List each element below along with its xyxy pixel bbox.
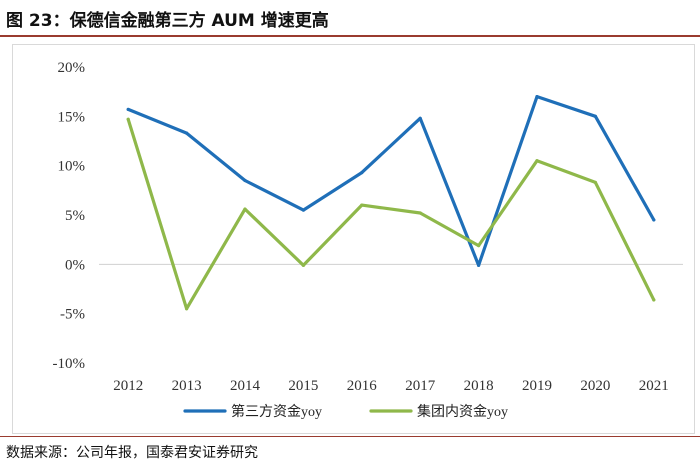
- x-tick-label: 2013: [172, 378, 202, 394]
- data-point-series-2: [126, 117, 130, 121]
- data-point-series-2: [477, 243, 481, 248]
- data-point-series-1: [477, 263, 481, 267]
- data-point-series-2: [301, 263, 305, 267]
- title-divider: [0, 35, 700, 37]
- y-tick-label: 0%: [65, 257, 85, 273]
- chart-frame: 20% 15% 10% 5% 0% -5% -10% 2012 2013 2014 2015 2016…: [12, 44, 695, 434]
- y-tick-label: 15%: [58, 109, 86, 125]
- data-point-series-1: [418, 116, 422, 120]
- legend-label-series-2: 集团内资金yoy: [417, 403, 508, 420]
- x-tick-label: 2016: [347, 378, 378, 394]
- y-tick-label: -5%: [60, 307, 85, 323]
- data-point-series-2: [185, 307, 189, 311]
- x-tick-label: 2019: [522, 378, 552, 394]
- line-chart: 20% 15% 10% 5% 0% -5% -10% 2012 2013 2014 2015 2016…: [53, 60, 683, 420]
- x-tick-label: 2018: [464, 378, 494, 394]
- x-tick-label: 2020: [580, 378, 610, 394]
- data-point-series-1: [593, 114, 598, 118]
- data-point-series-2: [652, 298, 656, 302]
- series-line-1: [126, 94, 656, 267]
- x-tick-label: 2017: [405, 378, 436, 394]
- series-line-2: [126, 117, 656, 311]
- data-point-series-1: [126, 107, 130, 112]
- source-divider: [0, 436, 700, 437]
- y-tick-label: -10%: [53, 356, 86, 372]
- legend-label-series-1: 第三方资金yoy: [231, 403, 322, 420]
- data-point-series-1: [301, 208, 305, 212]
- data-point-series-2: [243, 207, 247, 211]
- y-tick-label: 20%: [58, 60, 86, 76]
- source-note: 数据来源：公司年报，国泰君安证券研究: [6, 445, 258, 461]
- y-tick-label: 5%: [65, 208, 85, 224]
- data-point-series-1: [185, 131, 189, 135]
- figure-title: 图 23：保德信金融第三方 AUM 增速更高: [6, 11, 329, 31]
- data-point-series-2: [360, 203, 364, 207]
- x-tick-label: 2014: [230, 378, 261, 394]
- data-point-series-2: [535, 159, 539, 163]
- data-point-series-1: [243, 178, 247, 183]
- x-tick-label: 2015: [288, 378, 318, 394]
- x-tick-label: 2021: [639, 378, 669, 394]
- y-tick-label: 10%: [58, 159, 86, 175]
- data-point-series-1: [360, 170, 364, 175]
- data-point-series-2: [418, 211, 422, 215]
- x-tick-label: 2012: [113, 378, 143, 394]
- data-point-series-1: [652, 218, 656, 222]
- data-point-series-1: [535, 95, 539, 99]
- data-point-series-2: [593, 180, 598, 185]
